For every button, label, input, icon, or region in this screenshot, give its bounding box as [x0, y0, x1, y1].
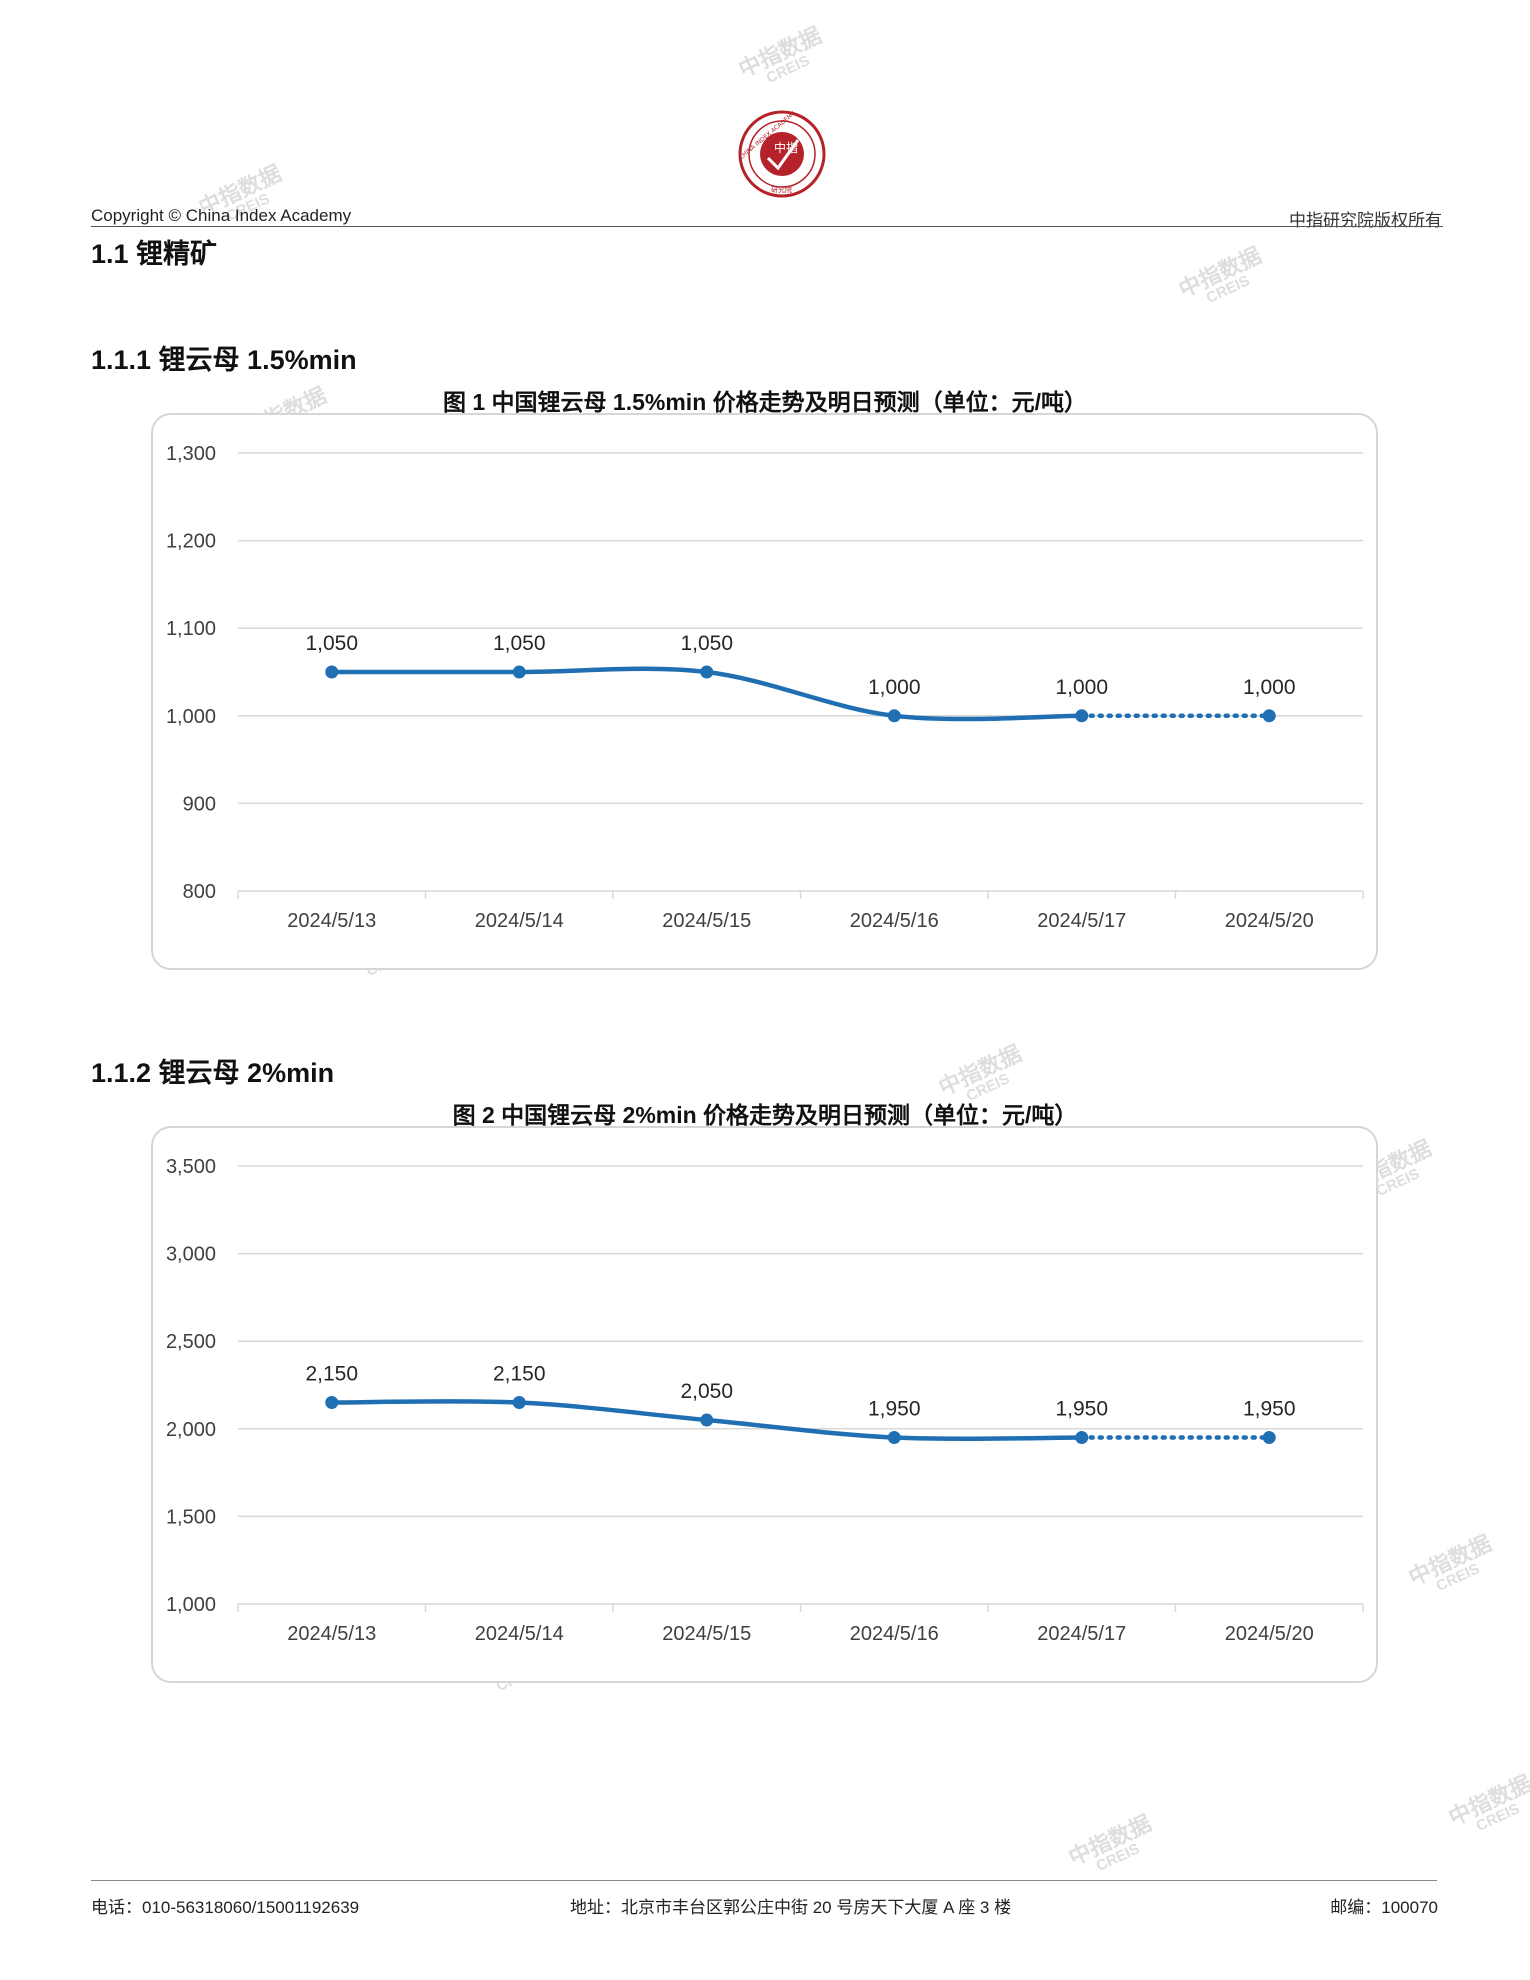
- x-tick-label: 2024/5/15: [662, 910, 751, 932]
- y-tick-label: 1,300: [166, 443, 216, 465]
- data-label: 1,000: [1243, 676, 1296, 699]
- footer-phone: 电话：010-56318060/15001192639: [91, 1898, 360, 1917]
- y-tick-label: 1,000: [166, 706, 216, 728]
- data-label: 1,050: [305, 632, 358, 655]
- x-tick-label: 2024/5/13: [287, 1623, 376, 1645]
- copyright-text: Copyright © China Index Academy: [91, 206, 352, 225]
- footer-postcode: 邮编：100070: [1330, 1898, 1438, 1917]
- chart-1-frame: 800 900 1,000 1,100 1,200 1,300 2024/5/13 2024/…: [151, 413, 1378, 970]
- x-tick-label: 2024/5/16: [850, 910, 939, 932]
- chart-2-title: 图 2 中国锂云母 2%min 价格走势及明日预测（单位：元/吨）: [452, 1102, 1078, 1128]
- y-tick-label: 900: [183, 793, 216, 815]
- x-tick-label: 2024/5/20: [1225, 1623, 1314, 1645]
- data-point: [887, 1431, 901, 1445]
- footer-divider: [91, 1880, 1437, 1881]
- china-index-academy-logo: 中指 研究院 CHINA INDEX ACADEMY: [738, 110, 826, 198]
- data-label: 1,050: [493, 632, 546, 655]
- data-point: [512, 1396, 526, 1410]
- y-tick-label: 2,500: [166, 1331, 216, 1353]
- footer-address: 地址：北京市丰台区郭公庄中街 20 号房天下大厦 A 座 3 楼: [570, 1898, 1012, 1917]
- chart-2-frame: 1,000 1,500 2,000 2,500 3,000 3,500 2024/5/13 2…: [151, 1126, 1378, 1683]
- data-label: 1,950: [1243, 1398, 1296, 1421]
- x-tick-label: 2024/5/20: [1225, 910, 1314, 932]
- data-point: [325, 1396, 339, 1410]
- y-tick-label: 1,500: [166, 1506, 216, 1528]
- data-point: [1262, 709, 1276, 723]
- data-label: 1,950: [868, 1398, 921, 1421]
- data-label: 1,000: [868, 676, 921, 699]
- data-point: [325, 665, 339, 679]
- data-point: [700, 1413, 714, 1427]
- logo-center-text: 中指: [774, 140, 798, 155]
- y-tick-label: 1,000: [166, 1594, 216, 1616]
- logo-bottom-text: 研究院: [771, 185, 792, 194]
- chart-1-title: 图 1 中国锂云母 1.5%min 价格走势及明日预测（单位：元/吨）: [442, 389, 1088, 415]
- data-label: 1,950: [1055, 1398, 1108, 1421]
- y-tick-label: 800: [183, 881, 216, 903]
- x-tick-label: 2024/5/17: [1037, 910, 1126, 932]
- chart-2: 1,000 1,500 2,000 2,500 3,000 3,500 2024/5/13 2…: [166, 1156, 1364, 1645]
- data-point: [1075, 1431, 1089, 1445]
- data-point: [1262, 1431, 1276, 1445]
- subsection-heading-1: 1.1.1 锂云母 1.5%min: [91, 345, 357, 375]
- y-tick-label: 3,000: [166, 1244, 216, 1266]
- x-tick-label: 2024/5/17: [1037, 1623, 1126, 1645]
- data-point: [887, 709, 901, 723]
- section-heading: 1.1 锂精矿: [91, 239, 218, 269]
- chart-1: 800 900 1,000 1,100 1,200 1,300 2024/5/13 2024/…: [166, 443, 1364, 932]
- data-label: 2,150: [493, 1363, 546, 1386]
- data-point: [1075, 709, 1089, 723]
- header-divider: [91, 226, 1443, 227]
- y-tick-label: 1,100: [166, 618, 216, 640]
- data-point: [512, 665, 526, 679]
- data-label: 1,050: [680, 632, 733, 655]
- data-label: 2,050: [680, 1380, 733, 1403]
- x-tick-label: 2024/5/14: [475, 910, 564, 932]
- data-label: 2,150: [305, 1363, 358, 1386]
- y-tick-label: 2,000: [166, 1419, 216, 1441]
- y-tick-label: 1,200: [166, 531, 216, 553]
- y-tick-label: 3,500: [166, 1156, 216, 1178]
- x-tick-label: 2024/5/13: [287, 910, 376, 932]
- subsection-heading-2: 1.1.2 锂云母 2%min: [91, 1058, 335, 1088]
- x-tick-label: 2024/5/15: [662, 1623, 751, 1645]
- rights-text: 中指研究院版权所有: [1289, 211, 1442, 230]
- data-point: [700, 665, 714, 679]
- x-tick-label: 2024/5/16: [850, 1623, 939, 1645]
- data-label: 1,000: [1055, 676, 1108, 699]
- x-tick-label: 2024/5/14: [475, 1623, 564, 1645]
